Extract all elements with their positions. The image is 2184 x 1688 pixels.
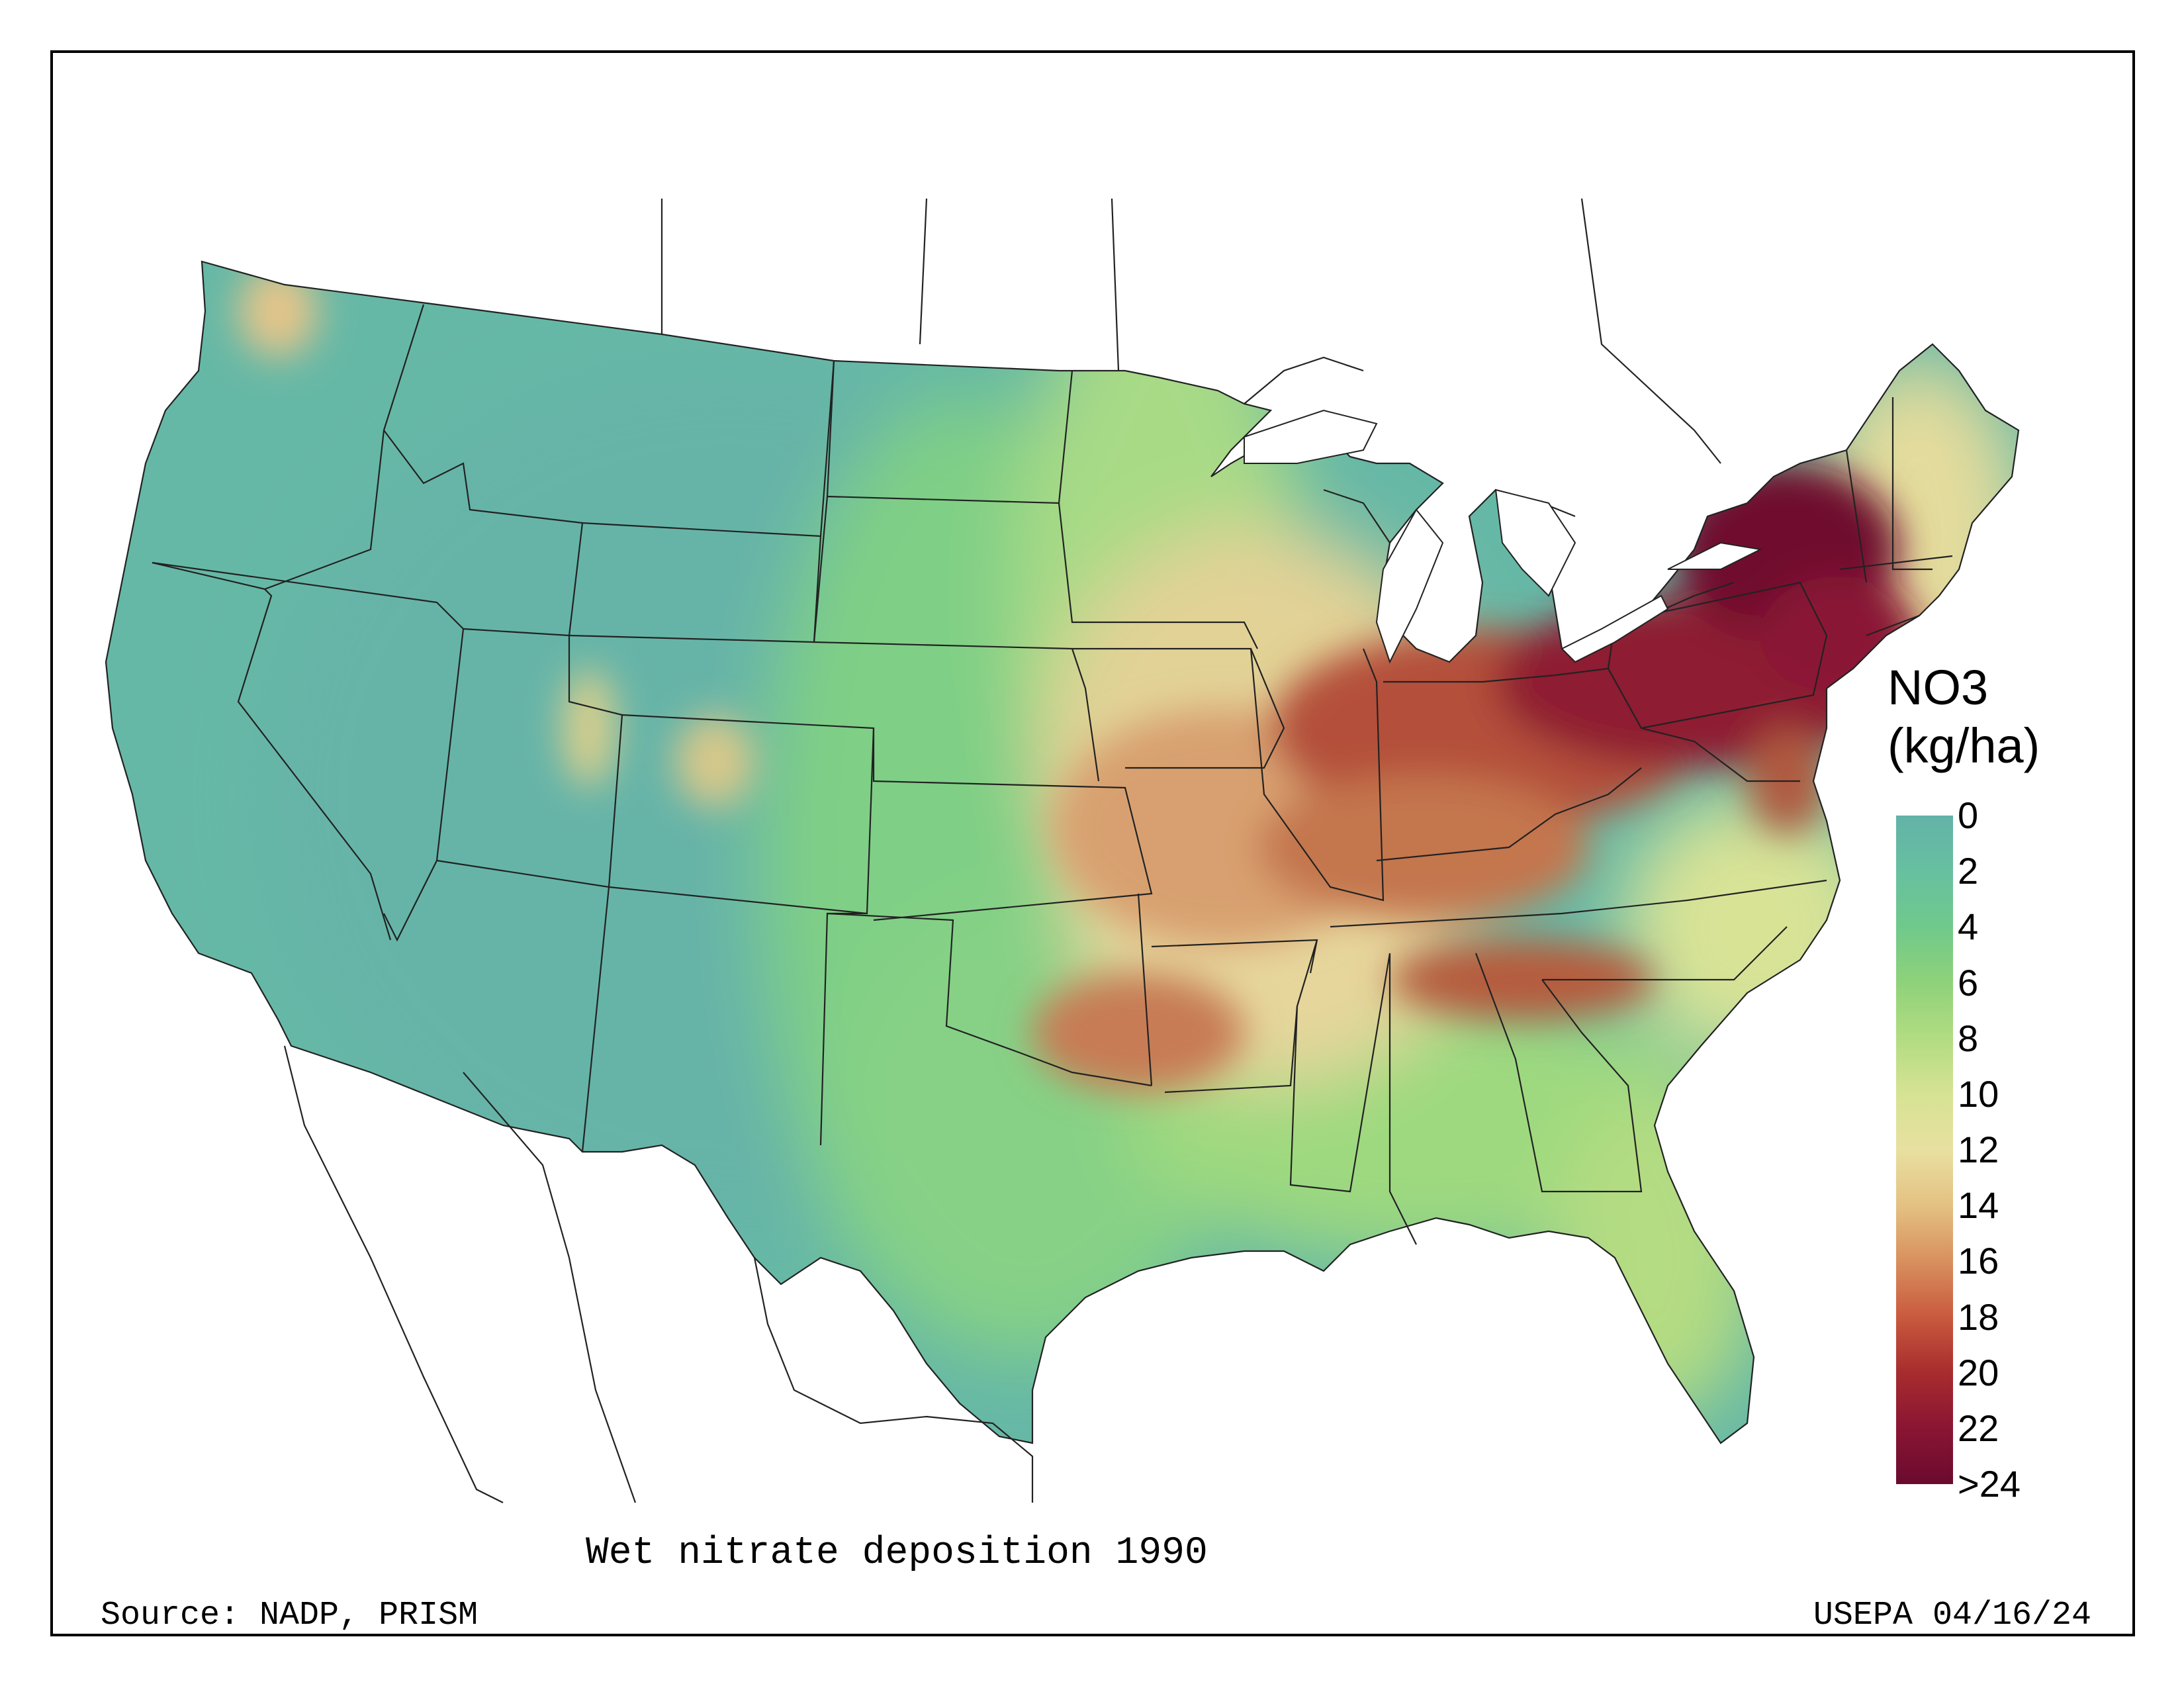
colorbar-tick-label: 12 — [1958, 1129, 1999, 1170]
colorbar-tick-label: 20 — [1958, 1351, 1999, 1393]
border-co — [608, 714, 875, 915]
border-mexico — [283, 1045, 1034, 1503]
colorbar-tick-label: 2 — [1958, 850, 1979, 892]
colorbar-tick-label: >24 — [1958, 1463, 2021, 1505]
border-or-id — [152, 304, 425, 590]
colorbar-tick-label: 8 — [1958, 1017, 1979, 1059]
lake-ontario — [1667, 541, 1763, 570]
colorbar-tick-label: 18 — [1958, 1295, 1999, 1338]
lake-erie — [1561, 594, 1669, 663]
heat-zone-tennessee — [1390, 940, 1655, 1019]
great-lakes — [1244, 409, 1763, 664]
heat-zone-cascades — [238, 265, 318, 357]
border-deep-south — [1289, 953, 1643, 1245]
heat-zone-kentucky — [1257, 774, 1588, 920]
heat-zone-oklahoma — [1032, 973, 1244, 1092]
colorbar-tick-label: 10 — [1958, 1072, 1999, 1115]
lake-superior — [1244, 409, 1378, 464]
heat-zone-wasatch — [563, 669, 615, 788]
colorbar-gradient — [1896, 816, 1953, 1484]
state-borders — [105, 198, 2020, 1503]
legend-units: (kg/ha) — [1888, 718, 2040, 773]
chart-title: Wet nitrate deposition 1990 — [586, 1532, 1208, 1575]
colorbar-tick-label: 6 — [1958, 961, 1979, 1004]
border-mn-ia — [1058, 502, 1285, 769]
colorbar-tick-label: 0 — [1958, 794, 1979, 836]
colorbar-tick-label: 14 — [1958, 1184, 1999, 1227]
border-ky-tn — [1330, 767, 1827, 928]
legend-variable: NO3 — [1888, 660, 1989, 715]
credit-note: USEPA 04/16/24 — [1813, 1597, 2091, 1634]
lake-michigan — [1375, 508, 1444, 664]
border-tx-ok — [827, 912, 1152, 1087]
border-il-in-oh — [1250, 648, 1609, 902]
border-mo-ar — [1137, 893, 1318, 1094]
great-lakes-shores — [1244, 356, 1735, 624]
heat-zone-carolinas — [1621, 794, 1886, 1059]
border-va-nc — [1542, 727, 1800, 981]
colorbar — [1896, 816, 1953, 1484]
heat-zone-rockies — [675, 715, 754, 808]
heat-zone-florida — [1549, 1092, 1760, 1423]
border-canada — [660, 198, 1721, 464]
border-ca-nv — [152, 561, 464, 941]
colorbar-tick-label: 4 — [1958, 906, 1979, 948]
source-note: Source: NADP, PRISM — [101, 1597, 478, 1634]
border-ne-ks — [872, 728, 1153, 921]
colorbar-tick-label: 16 — [1958, 1240, 1999, 1282]
colorbar-tick-label: 22 — [1958, 1407, 1999, 1449]
lake-huron — [1494, 489, 1576, 597]
border-new-england — [1839, 397, 1953, 637]
us-outline — [105, 260, 2020, 1444]
